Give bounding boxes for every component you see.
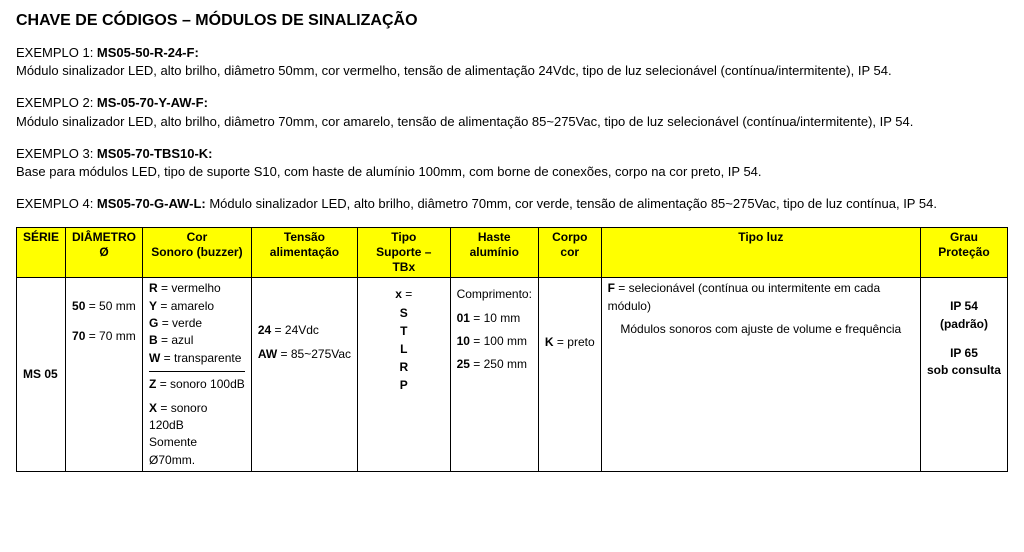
example-code: MS05-70-G-AW-L: bbox=[97, 196, 209, 211]
col-tipo: TipoSuporte – TBx bbox=[358, 228, 451, 278]
example-label: EXEMPLO 2: bbox=[16, 95, 97, 110]
cell-diametro: 50 = 50 mm 70 = 70 mm bbox=[66, 278, 143, 472]
example-desc: Módulo sinalizador LED, alto brilho, diâ… bbox=[16, 114, 913, 129]
table-header-row: SÉRIE DIÂMETROØ CorSonoro (buzzer) Tensã… bbox=[17, 228, 1008, 278]
codes-table: SÉRIE DIÂMETROØ CorSonoro (buzzer) Tensã… bbox=[16, 227, 1008, 472]
divider bbox=[149, 371, 245, 372]
example-label: EXEMPLO 3: bbox=[16, 146, 97, 161]
cell-tensao: 24 = 24Vdc AW = 85~275Vac bbox=[251, 278, 357, 472]
example-label: EXEMPLO 1: bbox=[16, 45, 97, 60]
example-label: EXEMPLO 4: bbox=[16, 196, 97, 211]
cell-luz: F = selecionável (contínua ou intermiten… bbox=[601, 278, 920, 472]
example-code: MS05-70-TBS10-K: bbox=[97, 146, 213, 161]
cell-serie: MS 05 bbox=[17, 278, 66, 472]
col-corpo: Corpocor bbox=[538, 228, 601, 278]
support-letters: S T L R P bbox=[364, 304, 444, 394]
cell-tipo: x = S T L R P bbox=[358, 278, 451, 472]
cell-haste: Comprimento: 01 = 10 mm 10 = 100 mm 25 =… bbox=[450, 278, 538, 472]
example-desc: Módulo sinalizador LED, alto brilho, diâ… bbox=[16, 63, 892, 78]
cell-cor: R = vermelho Y = amarelo G = verde B = a… bbox=[143, 278, 252, 472]
col-tensao: Tensãoalimentação bbox=[251, 228, 357, 278]
example-desc: Módulo sinalizador LED, alto brilho, diâ… bbox=[209, 196, 937, 211]
col-diametro: DIÂMETROØ bbox=[66, 228, 143, 278]
col-luz: Tipo luz bbox=[601, 228, 920, 278]
cell-corpo: K = preto bbox=[538, 278, 601, 472]
example-code: MS05-50-R-24-F: bbox=[97, 45, 199, 60]
example-2: EXEMPLO 2: MS-05-70-Y-AW-F: Módulo sinal… bbox=[16, 94, 1008, 130]
table-row: MS 05 50 = 50 mm 70 = 70 mm R = vermelho… bbox=[17, 278, 1008, 472]
example-1: EXEMPLO 1: MS05-50-R-24-F: Módulo sinali… bbox=[16, 44, 1008, 80]
col-grau: GrauProteção bbox=[920, 228, 1007, 278]
col-haste: Hastealumínio bbox=[450, 228, 538, 278]
example-4: EXEMPLO 4: MS05-70-G-AW-L: Módulo sinali… bbox=[16, 195, 1008, 213]
col-serie: SÉRIE bbox=[17, 228, 66, 278]
example-3: EXEMPLO 3: MS05-70-TBS10-K: Base para mó… bbox=[16, 145, 1008, 181]
example-desc: Base para módulos LED, tipo de suporte S… bbox=[16, 164, 762, 179]
col-cor: CorSonoro (buzzer) bbox=[143, 228, 252, 278]
example-code: MS-05-70-Y-AW-F: bbox=[97, 95, 208, 110]
page-title: CHAVE DE CÓDIGOS – MÓDULOS DE SINALIZAÇÃ… bbox=[16, 12, 1008, 30]
cell-grau: IP 54 (padrão) IP 65 sob consulta bbox=[920, 278, 1007, 472]
